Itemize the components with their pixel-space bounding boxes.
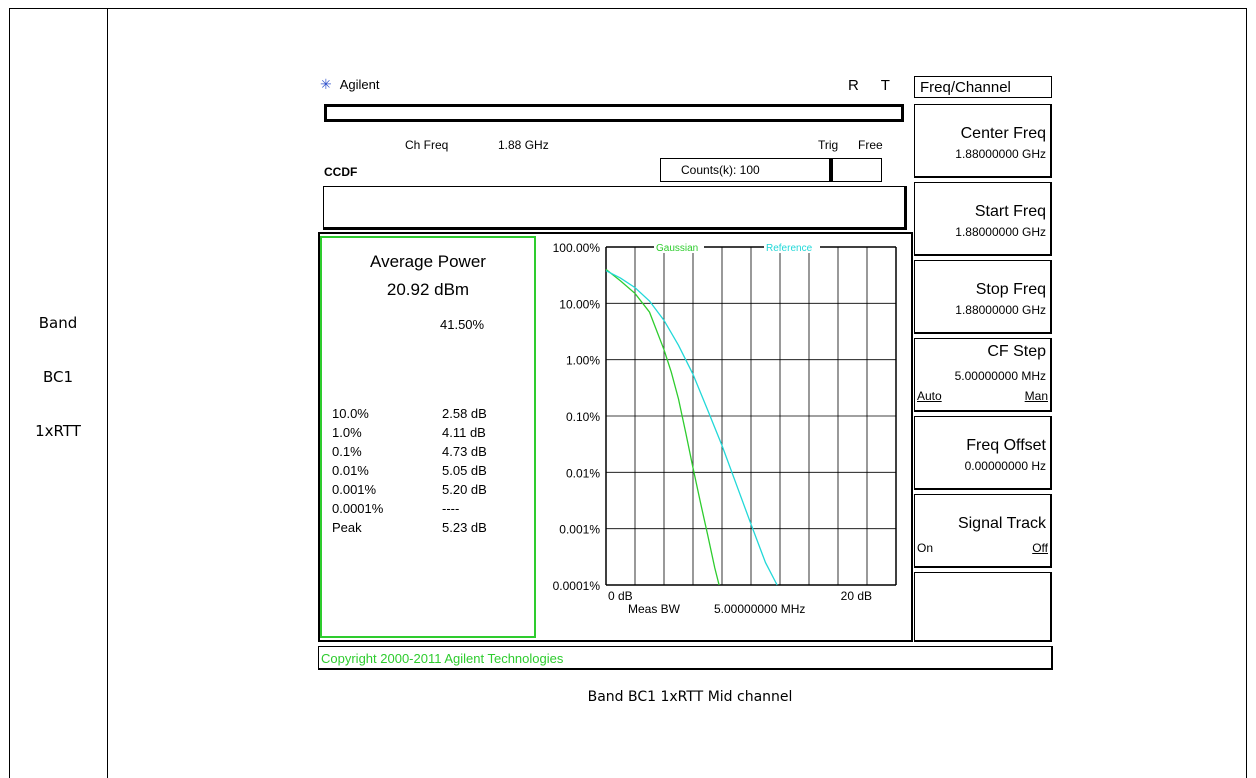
- stat-value: ----: [442, 501, 460, 516]
- band-label: Band: [38, 314, 78, 332]
- measurement-mode: CCDF: [324, 165, 358, 179]
- agilent-logo-icon: ✳: [320, 76, 332, 92]
- legend-gaussian: Gaussian: [656, 243, 698, 254]
- y-tick-label: 1.00%: [566, 354, 600, 368]
- blank-softkey[interactable]: [914, 572, 1052, 642]
- softkey-title: Center Freq: [960, 125, 1046, 142]
- stat-label: 10.0%: [332, 406, 369, 421]
- stat-value: 5.05 dB: [442, 463, 487, 478]
- stat-row: 0.1% 4.73 dB: [332, 444, 512, 462]
- stop-freq-softkey[interactable]: Stop Freq 1.88000000 GHz: [914, 260, 1052, 334]
- ccdf-chart: 100.00% 10.00% 1.00% 0.10% 0.01% 0.001% 0.0001…: [553, 241, 897, 616]
- y-tick-label: 0.10%: [566, 410, 600, 424]
- series-line-reference: [605, 270, 778, 586]
- table-column-divider: [107, 8, 108, 778]
- stat-row: 0.01% 5.05 dB: [332, 463, 512, 481]
- brand: ✳ Agilent: [320, 76, 379, 93]
- remote-indicator: R: [848, 77, 863, 94]
- meas-bw-label: Meas BW: [628, 602, 681, 616]
- y-tick-label: 100.00%: [553, 241, 601, 255]
- signal-track-on-option[interactable]: On: [917, 541, 934, 555]
- signal-track-off-option[interactable]: Off: [1032, 541, 1048, 555]
- caption-text: Band BC1 1xRTT Mid channel: [587, 689, 793, 705]
- talk-indicator: T: [880, 77, 894, 94]
- x-tick-label: 0 dB: [608, 589, 633, 603]
- y-tick-label: 10.00%: [559, 297, 600, 311]
- y-tick-label: 0.0001%: [553, 579, 601, 593]
- x-tick-label: 20 dB: [841, 589, 872, 603]
- stat-label: Peak: [332, 520, 362, 535]
- stat-label: 1.0%: [332, 425, 362, 440]
- analyzer-screenshot: ✳ Agilent R T Ch Freq 1.88 GHz Trig Free…: [318, 74, 1055, 674]
- stat-value: 5.23 dB: [442, 520, 487, 535]
- band-class: BC1: [42, 368, 74, 386]
- counts-indicator: [830, 158, 882, 182]
- stat-row: Peak 5.23 dB: [332, 520, 512, 538]
- signal-track-softkey[interactable]: Signal Track On Off: [914, 494, 1052, 568]
- average-power-title: Average Power: [370, 252, 486, 271]
- ch-freq-label: Ch Freq: [405, 138, 449, 152]
- stat-value: 4.11 dB: [442, 425, 486, 440]
- copyright-bar: Copyright 2000-2011 Agilent Technologies: [318, 646, 1053, 670]
- meas-bw-value: 5.00000000 MHz: [714, 602, 805, 616]
- stat-row: 0.0001% ----: [332, 501, 512, 519]
- softkey-value: 1.88000000 GHz: [955, 147, 1046, 161]
- softkey-title: Signal Track: [957, 515, 1046, 532]
- stat-value: 2.58 dB: [442, 406, 487, 421]
- legend-background: [654, 241, 704, 253]
- status-indicators: R T: [848, 77, 904, 94]
- stat-row: 1.0% 4.11 dB: [332, 425, 512, 443]
- results-panel: Average Power 20.92 dBm 41.50% 10.0% 2.58…: [320, 236, 536, 638]
- brand-name: Agilent: [339, 77, 380, 92]
- stat-label: 0.01%: [332, 463, 369, 478]
- legend-background: [764, 241, 820, 253]
- stat-label: 0.1%: [332, 444, 362, 459]
- average-power-value: 20.92 dBm: [386, 280, 470, 299]
- stat-label: 0.001%: [332, 482, 377, 497]
- document-table: [9, 8, 1247, 778]
- softkey-title: CF Step: [987, 343, 1046, 360]
- softkey-value: 0.00000000 Hz: [964, 459, 1046, 473]
- ch-freq-value: 1.88 GHz: [498, 138, 549, 152]
- softkey-title: Stop Freq: [975, 281, 1046, 298]
- stat-row: 10.0% 2.58 dB: [332, 406, 512, 424]
- start-freq-softkey[interactable]: Start Freq 1.88000000 GHz: [914, 182, 1052, 256]
- stat-value: 4.73 dB: [442, 444, 487, 459]
- stat-value: 5.20 dB: [442, 482, 487, 497]
- measurement-frame: [318, 232, 913, 642]
- y-tick-label: 0.001%: [559, 523, 600, 537]
- message-bar: [323, 186, 907, 230]
- trig-label: Trig: [818, 138, 839, 152]
- cf-step-auto-option[interactable]: Auto: [917, 389, 942, 403]
- center-freq-softkey[interactable]: Center Freq 1.88000000 GHz: [914, 104, 1052, 178]
- softkey-value: 1.88000000 GHz: [955, 303, 1046, 317]
- freq-offset-softkey[interactable]: Freq Offset 0.00000000 Hz: [914, 416, 1052, 490]
- trig-value: Free: [858, 138, 883, 152]
- legend-reference: Reference: [766, 243, 813, 254]
- band-technology: 1xRTT: [35, 422, 81, 440]
- average-power-percent: 41.50%: [440, 317, 485, 332]
- y-tick-label: 0.01%: [566, 466, 600, 480]
- cf-step-man-option[interactable]: Man: [1024, 389, 1048, 403]
- softkey-value: 5.00000000 MHz: [954, 369, 1046, 383]
- cf-step-softkey[interactable]: CF Step 5.00000000 MHz Auto Man: [914, 338, 1052, 412]
- stat-row: 0.001% 5.20 dB: [332, 482, 512, 500]
- softkey-title: Start Freq: [974, 203, 1046, 220]
- band-cell: Band BC1 1xRTT: [9, 8, 107, 772]
- series-line-gaussian: [605, 268, 720, 586]
- softkey-value: 1.88000000 GHz: [955, 225, 1046, 239]
- counts-box: Counts(k): 100: [660, 158, 830, 182]
- figure-caption: Band BC1 1xRTT Mid channel: [0, 689, 1256, 705]
- softkey-menu-title: Freq/Channel: [914, 76, 1052, 98]
- stat-label: 0.0001%: [332, 501, 384, 516]
- softkey-panel: Freq/Channel Center Freq 1.88000000 GHz …: [914, 76, 1054, 642]
- softkey-title: Freq Offset: [966, 437, 1046, 454]
- status-bar: [324, 104, 904, 122]
